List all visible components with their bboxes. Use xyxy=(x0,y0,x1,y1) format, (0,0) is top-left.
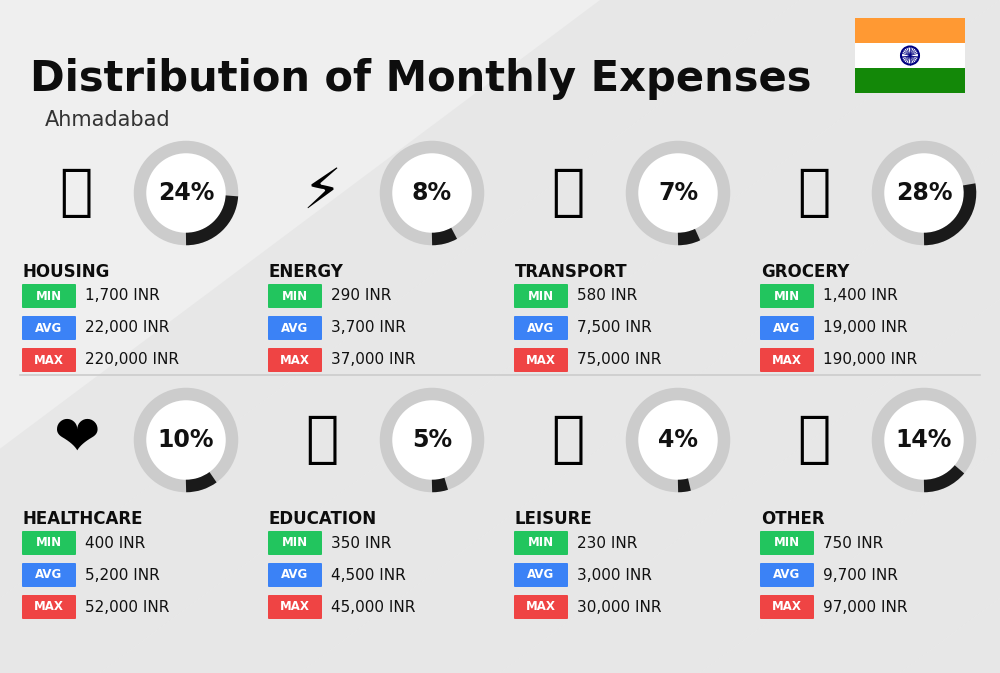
Text: ⚡: ⚡ xyxy=(302,166,342,220)
Text: MAX: MAX xyxy=(280,353,310,367)
Text: 230 INR: 230 INR xyxy=(577,536,637,551)
Text: LEISURE: LEISURE xyxy=(515,510,593,528)
Text: MIN: MIN xyxy=(528,536,554,549)
Text: 580 INR: 580 INR xyxy=(577,289,637,304)
Text: AVG: AVG xyxy=(773,569,801,581)
FancyBboxPatch shape xyxy=(760,316,814,340)
Circle shape xyxy=(395,156,469,230)
Text: 5,200 INR: 5,200 INR xyxy=(85,567,160,583)
Text: MIN: MIN xyxy=(774,289,800,302)
FancyBboxPatch shape xyxy=(22,595,76,619)
Text: 🛒: 🛒 xyxy=(797,166,831,220)
Text: AVG: AVG xyxy=(35,569,63,581)
Text: MAX: MAX xyxy=(34,600,64,614)
Text: 19,000 INR: 19,000 INR xyxy=(823,320,908,336)
FancyBboxPatch shape xyxy=(22,316,76,340)
Text: MIN: MIN xyxy=(282,536,308,549)
FancyBboxPatch shape xyxy=(268,316,322,340)
Text: ENERGY: ENERGY xyxy=(269,263,344,281)
Text: 🏗: 🏗 xyxy=(59,166,93,220)
Text: MAX: MAX xyxy=(526,353,556,367)
Text: 🎓: 🎓 xyxy=(305,413,339,467)
Text: AVG: AVG xyxy=(281,322,309,334)
Text: MIN: MIN xyxy=(774,536,800,549)
Text: 8%: 8% xyxy=(412,181,452,205)
FancyBboxPatch shape xyxy=(268,348,322,372)
FancyBboxPatch shape xyxy=(514,531,568,555)
FancyBboxPatch shape xyxy=(22,348,76,372)
FancyBboxPatch shape xyxy=(855,18,965,43)
Text: 190,000 INR: 190,000 INR xyxy=(823,353,917,367)
FancyBboxPatch shape xyxy=(514,284,568,308)
Text: 350 INR: 350 INR xyxy=(331,536,391,551)
Text: AVG: AVG xyxy=(281,569,309,581)
Text: 9,700 INR: 9,700 INR xyxy=(823,567,898,583)
FancyBboxPatch shape xyxy=(514,316,568,340)
Polygon shape xyxy=(900,0,1000,673)
Text: 3,000 INR: 3,000 INR xyxy=(577,567,652,583)
Text: 75,000 INR: 75,000 INR xyxy=(577,353,661,367)
Circle shape xyxy=(386,394,478,486)
Text: 400 INR: 400 INR xyxy=(85,536,145,551)
Text: MIN: MIN xyxy=(282,289,308,302)
Polygon shape xyxy=(300,0,1000,673)
Circle shape xyxy=(887,156,961,230)
FancyBboxPatch shape xyxy=(760,531,814,555)
FancyBboxPatch shape xyxy=(855,43,965,68)
Text: MIN: MIN xyxy=(36,289,62,302)
Text: 7,500 INR: 7,500 INR xyxy=(577,320,652,336)
FancyBboxPatch shape xyxy=(268,284,322,308)
Polygon shape xyxy=(500,0,1000,673)
FancyBboxPatch shape xyxy=(22,531,76,555)
Circle shape xyxy=(632,147,724,239)
Text: 28%: 28% xyxy=(896,181,952,205)
Text: 3,700 INR: 3,700 INR xyxy=(331,320,406,336)
Text: AVG: AVG xyxy=(35,322,63,334)
Text: GROCERY: GROCERY xyxy=(761,263,849,281)
FancyBboxPatch shape xyxy=(514,348,568,372)
FancyBboxPatch shape xyxy=(268,563,322,587)
Text: OTHER: OTHER xyxy=(761,510,825,528)
Text: 30,000 INR: 30,000 INR xyxy=(577,600,662,614)
FancyBboxPatch shape xyxy=(514,563,568,587)
Text: 22,000 INR: 22,000 INR xyxy=(85,320,169,336)
Text: AVG: AVG xyxy=(527,569,555,581)
Text: 750 INR: 750 INR xyxy=(823,536,883,551)
Circle shape xyxy=(149,156,223,230)
Circle shape xyxy=(632,394,724,486)
Text: 37,000 INR: 37,000 INR xyxy=(331,353,416,367)
Text: 97,000 INR: 97,000 INR xyxy=(823,600,908,614)
Circle shape xyxy=(149,403,223,477)
FancyBboxPatch shape xyxy=(22,284,76,308)
Circle shape xyxy=(887,403,961,477)
Text: MIN: MIN xyxy=(528,289,554,302)
FancyBboxPatch shape xyxy=(760,563,814,587)
Circle shape xyxy=(641,403,715,477)
Circle shape xyxy=(386,147,478,239)
Text: EDUCATION: EDUCATION xyxy=(269,510,377,528)
Text: TRANSPORT: TRANSPORT xyxy=(515,263,628,281)
FancyBboxPatch shape xyxy=(760,284,814,308)
FancyBboxPatch shape xyxy=(268,595,322,619)
Text: 5%: 5% xyxy=(412,428,452,452)
Text: 1,400 INR: 1,400 INR xyxy=(823,289,898,304)
Text: MAX: MAX xyxy=(772,600,802,614)
Text: 14%: 14% xyxy=(896,428,952,452)
FancyBboxPatch shape xyxy=(514,595,568,619)
Text: AVG: AVG xyxy=(773,322,801,334)
Circle shape xyxy=(878,147,970,239)
FancyBboxPatch shape xyxy=(760,595,814,619)
Text: 💰: 💰 xyxy=(797,413,831,467)
Text: 4,500 INR: 4,500 INR xyxy=(331,567,406,583)
Text: 1,700 INR: 1,700 INR xyxy=(85,289,160,304)
Text: 10%: 10% xyxy=(158,428,214,452)
Circle shape xyxy=(878,394,970,486)
Text: MAX: MAX xyxy=(34,353,64,367)
Text: 290 INR: 290 INR xyxy=(331,289,391,304)
Text: MIN: MIN xyxy=(36,536,62,549)
Circle shape xyxy=(395,403,469,477)
Text: 7%: 7% xyxy=(658,181,698,205)
FancyBboxPatch shape xyxy=(855,68,965,93)
Circle shape xyxy=(140,147,232,239)
